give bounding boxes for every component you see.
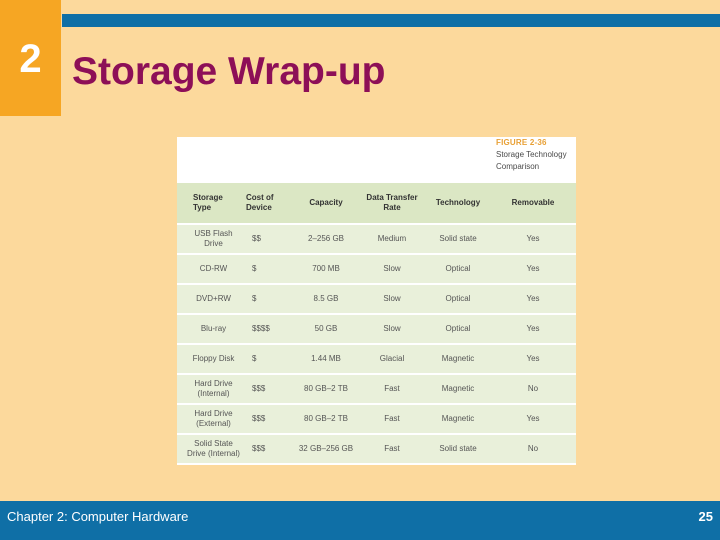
figure-caption: FIGURE 2-36 Storage Technology Compariso…: [496, 137, 576, 173]
caption-line-2: Comparison: [496, 162, 540, 171]
chapter-number-box: 2: [0, 0, 61, 116]
cell-transfer-rate: Glacial: [358, 344, 426, 375]
header-data-transfer-rate: Data Transfer Rate: [358, 183, 426, 225]
cell-storage-type: Hard Drive (External): [177, 404, 242, 435]
cell-storage-type: USB Flash Drive: [177, 224, 242, 255]
table-header-row: Storage Type Cost of Device Capacity Dat…: [177, 183, 576, 225]
cell-removable: Yes: [490, 254, 576, 285]
page-number: 25: [698, 509, 713, 524]
header-capacity: Capacity: [294, 183, 358, 225]
caption-line-1: Storage Technology: [496, 150, 567, 159]
header-removable: Removable: [490, 183, 576, 225]
table-row: DVD+RW $ 8.5 GB Slow Optical Yes: [177, 284, 576, 315]
cell-technology: Solid state: [426, 224, 490, 255]
cell-removable: Yes: [490, 224, 576, 255]
footer-bar: Chapter 2: Computer Hardware 25: [0, 501, 720, 540]
cell-removable: Yes: [490, 284, 576, 315]
header-technology: Technology: [426, 183, 490, 225]
cell-cost: $$: [242, 224, 294, 255]
cell-technology: Optical: [426, 314, 490, 345]
cell-capacity: 80 GB–2 TB: [294, 404, 358, 435]
cell-cost: $: [242, 254, 294, 285]
table-row: Solid State Drive (Internal) $$$ 32 GB–2…: [177, 434, 576, 465]
cell-technology: Magnetic: [426, 344, 490, 375]
cell-transfer-rate: Fast: [358, 404, 426, 435]
cell-transfer-rate: Slow: [358, 314, 426, 345]
cell-capacity: 8.5 GB: [294, 284, 358, 315]
cell-technology: Magnetic: [426, 374, 490, 405]
table-row: USB Flash Drive $$ 2–256 GB Medium Solid…: [177, 224, 576, 255]
cell-transfer-rate: Fast: [358, 374, 426, 405]
cell-storage-type: DVD+RW: [177, 284, 242, 315]
cell-capacity: 1.44 MB: [294, 344, 358, 375]
cell-technology: Solid state: [426, 434, 490, 465]
cell-capacity: 32 GB–256 GB: [294, 434, 358, 465]
cell-removable: Yes: [490, 404, 576, 435]
cell-storage-type: Blu-ray: [177, 314, 242, 345]
cell-cost: $$$$: [242, 314, 294, 345]
header-storage-type: Storage Type: [177, 183, 242, 225]
figure-storage-comparison: FIGURE 2-36 Storage Technology Compariso…: [177, 137, 576, 465]
cell-capacity: 50 GB: [294, 314, 358, 345]
header-cost-of-device: Cost of Device: [242, 183, 294, 225]
cell-technology: Optical: [426, 284, 490, 315]
cell-cost: $$$: [242, 434, 294, 465]
slide-title: Storage Wrap-up: [72, 50, 386, 93]
cell-capacity: 80 GB–2 TB: [294, 374, 358, 405]
table-row: Hard Drive (Internal) $$$ 80 GB–2 TB Fas…: [177, 374, 576, 405]
cell-capacity: 2–256 GB: [294, 224, 358, 255]
cell-removable: Yes: [490, 314, 576, 345]
footer-chapter-title: Chapter 2: Computer Hardware: [7, 509, 189, 524]
storage-comparison-table: Storage Type Cost of Device Capacity Dat…: [177, 183, 576, 465]
cell-technology: Optical: [426, 254, 490, 285]
cell-cost: $: [242, 284, 294, 315]
table-row: Floppy Disk $ 1.44 MB Glacial Magnetic Y…: [177, 344, 576, 375]
cell-transfer-rate: Slow: [358, 254, 426, 285]
cell-storage-type: Floppy Disk: [177, 344, 242, 375]
top-accent-bar: [62, 14, 720, 27]
cell-storage-type: Solid State Drive (Internal): [177, 434, 242, 465]
table-row: CD-RW $ 700 MB Slow Optical Yes: [177, 254, 576, 285]
cell-cost: $$$: [242, 404, 294, 435]
cell-transfer-rate: Fast: [358, 434, 426, 465]
cell-cost: $$$: [242, 374, 294, 405]
cell-storage-type: CD-RW: [177, 254, 242, 285]
cell-storage-type: Hard Drive (Internal): [177, 374, 242, 405]
table-row: Hard Drive (External) $$$ 80 GB–2 TB Fas…: [177, 404, 576, 435]
cell-removable: No: [490, 434, 576, 465]
cell-cost: $: [242, 344, 294, 375]
cell-transfer-rate: Slow: [358, 284, 426, 315]
cell-capacity: 700 MB: [294, 254, 358, 285]
cell-transfer-rate: Medium: [358, 224, 426, 255]
cell-technology: Magnetic: [426, 404, 490, 435]
table-row: Blu-ray $$$$ 50 GB Slow Optical Yes: [177, 314, 576, 345]
cell-removable: Yes: [490, 344, 576, 375]
figure-label: FIGURE 2-36: [496, 138, 547, 147]
chapter-number: 2: [19, 37, 42, 81]
cell-removable: No: [490, 374, 576, 405]
